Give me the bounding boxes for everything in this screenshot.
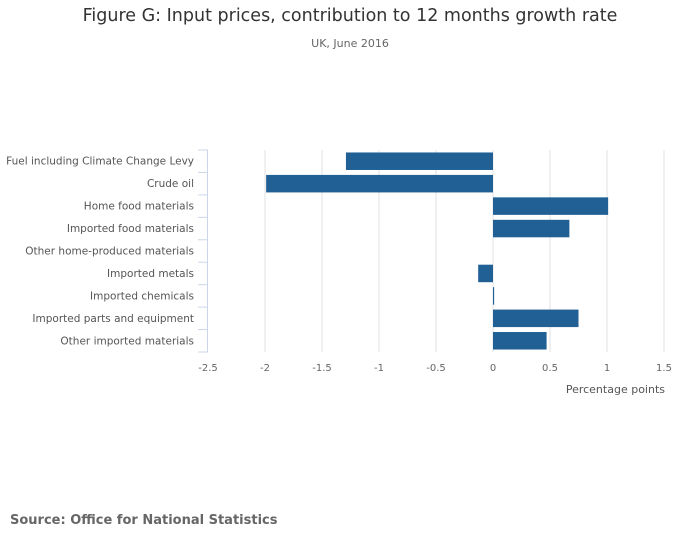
- category-label: Imported food materials: [67, 223, 194, 235]
- x-tick-label: -2: [260, 363, 270, 374]
- chart-subtitle: UK, June 2016: [311, 37, 389, 50]
- x-tick-label: 0.5: [542, 363, 558, 374]
- category-labels: Fuel including Climate Change Levy Crude …: [6, 156, 194, 348]
- category-label: Fuel including Climate Change Levy: [6, 156, 194, 168]
- category-label: Crude oil: [147, 178, 194, 190]
- category-label: Other home-produced materials: [25, 246, 194, 258]
- bar[interactable]: [493, 287, 495, 305]
- x-tick-label: -0.5: [426, 363, 446, 374]
- y-axis: [198, 149, 208, 353]
- x-tick-label: 1: [604, 363, 610, 374]
- bar[interactable]: [493, 197, 609, 215]
- x-tick-label: 0: [490, 363, 496, 374]
- category-label: Imported parts and equipment: [32, 313, 194, 325]
- bar[interactable]: [345, 152, 493, 170]
- source-note: Source: Office for National Statistics: [10, 513, 278, 528]
- chart-title: Figure G: Input prices, contribution to …: [82, 6, 618, 26]
- category-label: Home food materials: [84, 201, 194, 213]
- bar[interactable]: [478, 264, 493, 283]
- x-tick-label: -2.5: [198, 363, 218, 374]
- x-tick-labels: -2.5 -2 -1.5 -1 -0.5 0 0.5 1 1.5: [198, 363, 672, 374]
- x-axis-title: Percentage points: [566, 383, 665, 396]
- x-tick-label: 1.5: [656, 363, 672, 374]
- bar[interactable]: [493, 332, 547, 350]
- bar[interactable]: [493, 219, 570, 238]
- bar[interactable]: [493, 309, 579, 328]
- bars: [266, 152, 609, 350]
- bar[interactable]: [266, 174, 493, 193]
- category-label: Imported metals: [107, 268, 194, 280]
- x-tick-label: -1: [374, 363, 384, 374]
- x-tick-label: -1.5: [312, 363, 332, 374]
- category-label: Imported chemicals: [90, 290, 194, 302]
- category-label: Other imported materials: [60, 335, 194, 347]
